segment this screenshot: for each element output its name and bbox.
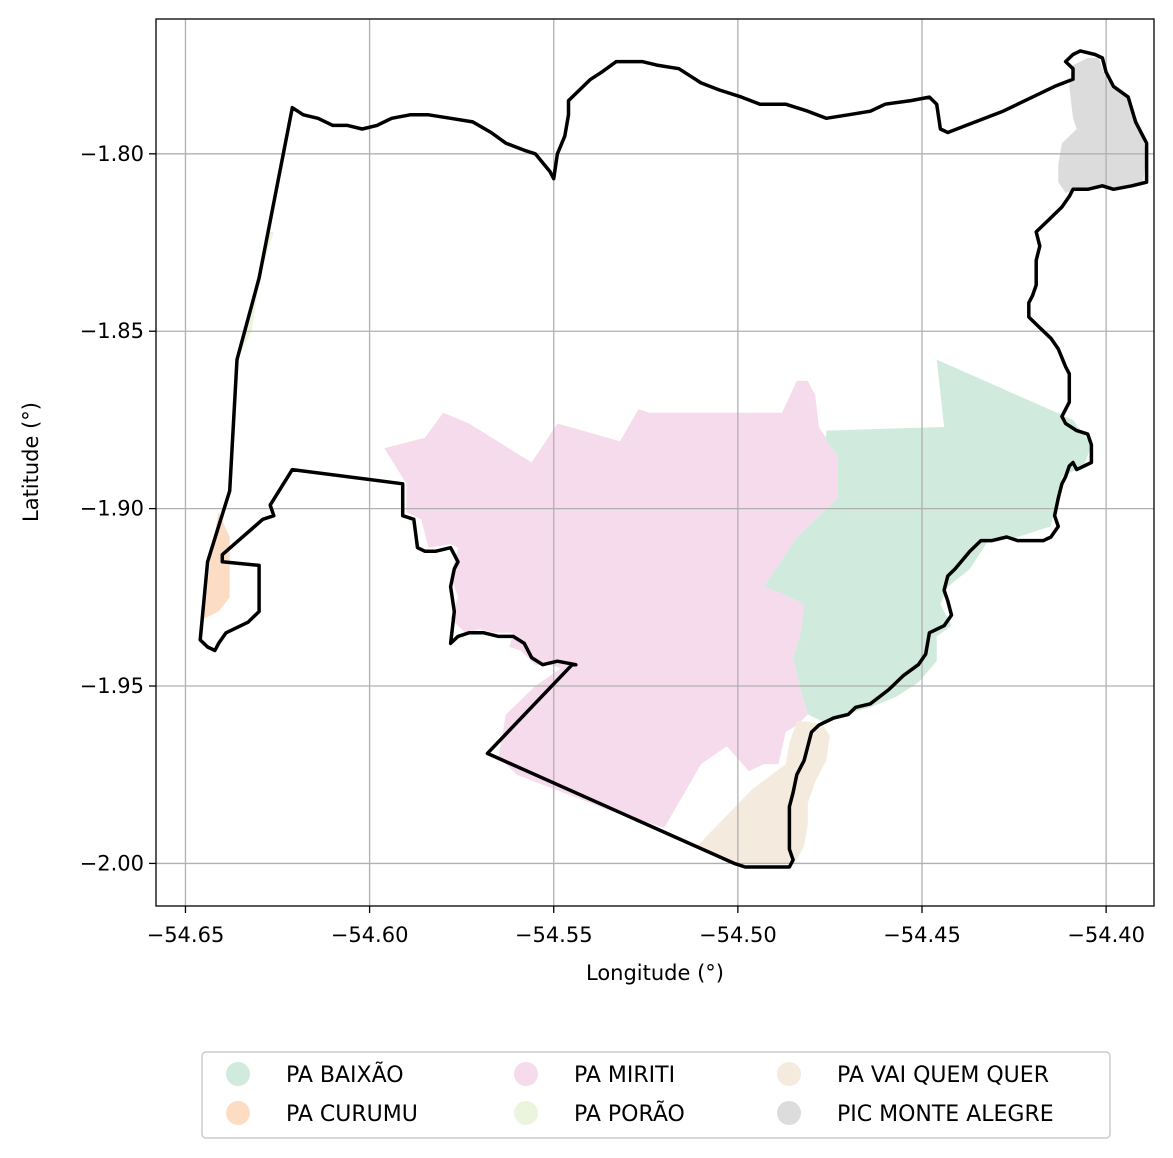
study-area-boundary [198, 49, 1149, 869]
legend-label: PA VAI QUEM QUER [837, 1063, 1049, 1088]
x-tick-label: −54.55 [515, 923, 593, 947]
legend-marker [514, 1101, 538, 1125]
legend: PA BAIXÃO PA MIRITI PA VAI QUEM QUER PA CUR… [201, 1051, 1111, 1139]
legend-marker [226, 1101, 250, 1125]
x-tick-label: −54.65 [147, 923, 225, 947]
x-tick-label: −54.40 [1067, 923, 1145, 947]
legend-label: PA CURUMU [286, 1102, 418, 1127]
legend-label: PA PORÃO [574, 1100, 685, 1127]
grid-layer [156, 19, 1154, 906]
x-tick-label: −54.50 [699, 923, 777, 947]
x-axis-label: Longitude (°) [586, 961, 724, 985]
y-axis-label: Latitude (°) [19, 402, 43, 522]
regions-layer [203, 58, 1147, 864]
region-pa-baixao [763, 359, 1092, 722]
region-pic-monte-alegre [1058, 58, 1147, 193]
legend-frame [201, 1051, 1111, 1139]
legend-marker [226, 1062, 250, 1086]
legend-marker [514, 1062, 538, 1086]
ticks-layer: −54.65 −54.60 −54.55 −54.50 −54.45 −54.40 −1.8… [80, 142, 1145, 947]
y-tick-label: −1.80 [80, 142, 144, 166]
legend-label: PA MIRITI [574, 1063, 675, 1088]
region-pa-curumu [203, 512, 230, 619]
legend-label: PIC MONTE ALEGRE [837, 1102, 1054, 1127]
y-tick-label: −1.90 [80, 497, 144, 521]
legend-label: PA BAIXÃO [286, 1061, 404, 1088]
y-tick-label: −1.95 [80, 674, 144, 698]
legend-marker [777, 1062, 801, 1086]
x-tick-label: −54.60 [331, 923, 409, 947]
legend-marker [777, 1101, 801, 1125]
region-pa-miriti [384, 380, 838, 828]
x-tick-label: −54.45 [883, 923, 961, 947]
y-tick-label: −2.00 [80, 851, 144, 875]
region-pa-vai-quem-quer [697, 721, 830, 864]
boundary-layer [198, 49, 1149, 869]
axes-frame [155, 18, 1155, 907]
y-tick-label: −1.85 [80, 319, 144, 343]
